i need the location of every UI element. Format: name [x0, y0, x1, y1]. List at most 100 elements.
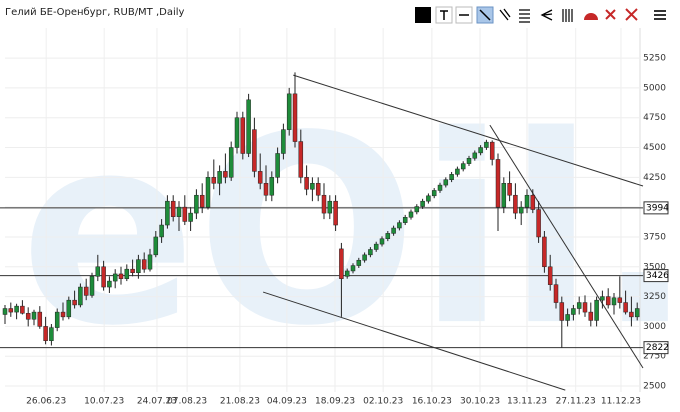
candle-body	[327, 200, 333, 214]
candle-body	[130, 268, 135, 273]
candle-body	[176, 206, 182, 217]
candle-body	[443, 179, 449, 186]
candle-body	[60, 311, 66, 318]
candle-body	[460, 163, 466, 170]
x-tick-label: 02.10.23	[363, 397, 403, 407]
candle-body	[72, 299, 77, 306]
candle-body	[170, 200, 176, 217]
x-tick-label: 24.07.23	[137, 397, 177, 407]
cycle-tool[interactable]	[562, 9, 573, 22]
candle-body	[484, 141, 489, 148]
candle-body	[263, 183, 269, 196]
candle-body	[257, 171, 263, 184]
candle-body	[43, 326, 48, 341]
candle-body	[188, 212, 193, 222]
candle-body	[246, 99, 251, 154]
candle-body	[101, 266, 106, 288]
fibo-tool[interactable]	[519, 9, 530, 23]
color-button[interactable]	[415, 7, 431, 23]
level-label: 3994	[646, 203, 669, 213]
candle-body	[629, 311, 634, 318]
x-tick-label: 04.09.23	[267, 397, 307, 407]
y-tick-label: 5250	[643, 54, 666, 64]
y-tick-label: 4500	[643, 143, 666, 153]
candle-body	[310, 183, 315, 190]
channel-tool[interactable]	[499, 8, 511, 21]
candle-body	[165, 200, 170, 226]
candle-body	[136, 259, 141, 273]
candle-body	[153, 236, 159, 256]
candle-body	[339, 248, 344, 279]
candle-body	[356, 259, 362, 266]
candle-body	[211, 177, 217, 184]
x-tick-label: 30.10.23	[460, 397, 500, 407]
candle-body	[217, 171, 222, 184]
candle-body	[182, 206, 188, 222]
candle-body	[588, 311, 594, 321]
candle-body	[362, 254, 367, 261]
candle-body	[344, 270, 350, 277]
candle-body	[408, 211, 414, 218]
candle-body	[83, 286, 89, 296]
candle-body	[455, 168, 460, 175]
candle-body	[304, 177, 309, 190]
menu-button[interactable]	[654, 10, 666, 20]
y-tick-label: 3250	[643, 292, 666, 302]
candle-body	[2, 308, 8, 315]
fan-tool[interactable]	[540, 9, 553, 21]
candle-body	[286, 93, 292, 130]
candle-body	[611, 297, 617, 306]
candle-body	[507, 183, 512, 196]
level-label-box	[643, 201, 669, 215]
candle-body	[385, 233, 391, 240]
candle-body	[576, 302, 582, 309]
candle-body	[78, 286, 83, 306]
x-tick-label: 10.07.23	[84, 397, 124, 407]
candle-body	[571, 308, 576, 315]
candle-body	[582, 302, 588, 313]
delete-tool[interactable]	[605, 9, 616, 20]
watermark: eOil.ru	[20, 81, 680, 383]
candle-body	[49, 327, 54, 341]
y-tick-label: 2750	[643, 352, 666, 362]
candle-body	[478, 147, 483, 154]
candle-body	[298, 141, 304, 178]
delete-all-tool[interactable]	[625, 8, 638, 21]
trendline-icon	[479, 9, 491, 21]
candle-body	[124, 268, 130, 279]
candle-body	[112, 273, 118, 282]
candle-body	[431, 190, 437, 197]
candle-body	[518, 206, 524, 214]
candle-body	[472, 152, 478, 159]
candle-body	[37, 311, 43, 327]
level-label-box	[643, 269, 669, 283]
candle-body	[199, 194, 205, 208]
arc-tool[interactable]	[584, 13, 598, 20]
candle-body	[397, 222, 402, 229]
candle-body	[240, 117, 246, 154]
candle-body	[605, 296, 611, 306]
candle-body	[281, 129, 286, 154]
candle-body	[530, 194, 536, 210]
candle-body	[315, 183, 321, 196]
x-tick-label: 26.06.23	[26, 397, 66, 407]
trendline	[293, 74, 644, 187]
x-tick-label: 27.11.23	[556, 397, 596, 407]
candle-body	[466, 157, 472, 164]
toolbar	[415, 6, 666, 24]
candle-body	[333, 200, 338, 226]
candle-body	[223, 171, 228, 178]
x-tick-label: 13.11.23	[507, 397, 547, 407]
candle-body	[536, 209, 541, 238]
candle-body	[159, 224, 164, 238]
candle-body	[275, 153, 280, 178]
candle-body	[495, 159, 501, 208]
candle-body	[292, 93, 298, 142]
candle-body	[513, 194, 518, 214]
x-tick-label: 16.10.23	[412, 397, 452, 407]
candle-body	[252, 129, 257, 172]
y-tick-label: 3500	[643, 262, 666, 272]
candle-body	[414, 206, 420, 213]
trendline	[489, 124, 644, 369]
